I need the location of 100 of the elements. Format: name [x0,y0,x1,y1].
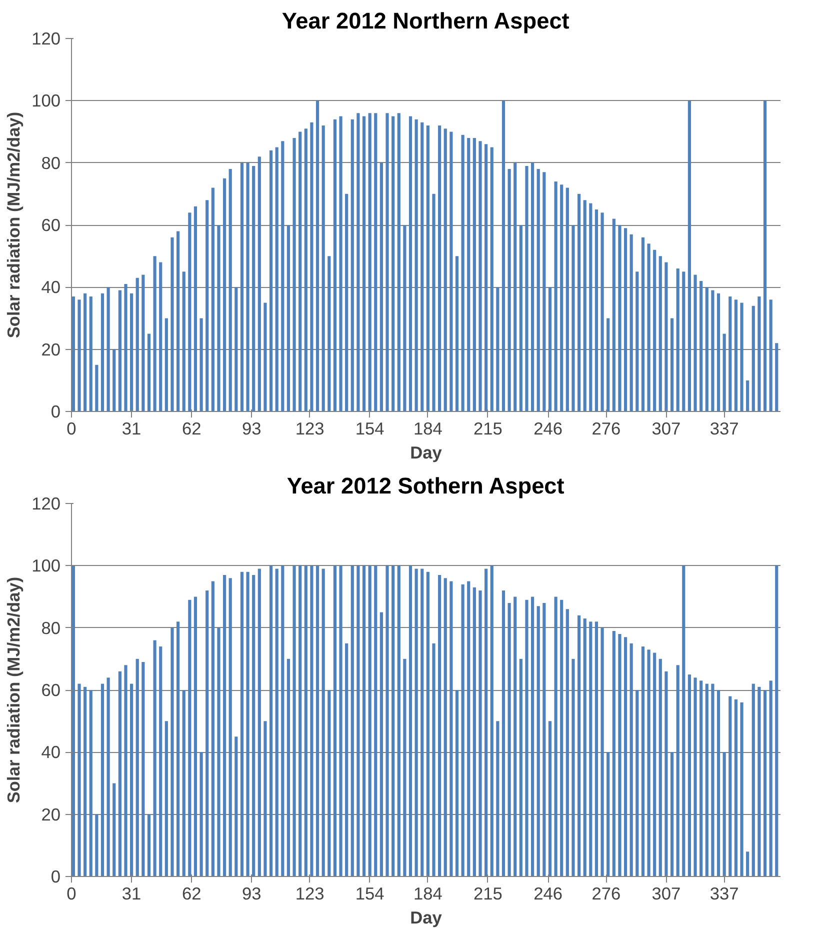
bar [322,568,325,876]
bar [252,574,256,876]
bar [264,302,267,412]
bar [612,630,616,876]
bar [636,272,639,412]
bar [455,690,459,876]
bar [478,590,482,876]
bar [618,225,622,412]
y-tick-label: 120 [32,494,61,514]
bar [502,590,506,876]
bar [112,783,116,876]
bar [397,566,400,876]
bar [775,343,778,412]
bar [217,628,220,876]
bar [222,178,226,412]
bar [304,128,308,412]
bar [519,658,522,876]
bar [292,566,296,876]
bar [345,194,348,412]
bar [560,600,564,876]
bar [572,658,575,876]
bar [269,150,273,412]
bar [763,690,767,876]
bar [258,568,261,876]
bar [269,566,273,876]
bar [170,628,174,876]
x-tick-label: 246 [534,418,563,438]
bar [228,169,232,412]
bar [286,658,290,876]
x-tick-label: 154 [355,884,385,904]
bar [455,256,459,412]
bar [752,684,755,876]
bar [275,147,278,412]
bar [310,122,314,412]
bar [664,262,668,412]
bar [264,721,267,876]
bar [292,138,296,412]
bar [758,686,761,876]
bar [728,296,732,412]
x-tick-label: 307 [652,884,681,904]
bar [408,116,412,412]
bar [600,628,604,876]
bar [112,349,116,412]
x-axis-title: Day [410,908,442,928]
bar [630,643,633,876]
bar [298,132,302,412]
bar [153,256,156,412]
bar [234,287,238,412]
bar [624,228,628,412]
bar [176,231,180,412]
x-tick-label: 215 [474,884,502,904]
bar [420,568,424,876]
bar [583,618,586,876]
bar [530,596,534,876]
bar [444,128,447,412]
bar [298,566,302,876]
bar [316,100,320,412]
bar [722,334,726,412]
y-tick-label: 0 [50,866,61,886]
bar [496,721,500,876]
bar [100,684,104,876]
bar [281,566,284,876]
bar [78,684,81,876]
bar [711,290,714,412]
x-axis-title: Day [410,442,442,462]
bar [676,665,680,876]
bar [705,684,708,876]
bar [577,615,581,876]
bar [740,302,744,412]
x-tick-label: 62 [182,884,202,904]
bar [688,100,692,412]
y-tick-label: 80 [41,152,61,173]
bar [775,566,778,876]
bar [525,166,528,412]
bar [333,119,337,412]
bar [758,296,761,412]
y-axis-title: Solar radiation (MJ/m2/day) [4,112,24,338]
bar [542,172,546,412]
bar [188,212,192,412]
bar [258,156,261,412]
bar [734,699,738,876]
bar [392,116,395,412]
bar [246,162,250,412]
bar [194,206,198,412]
bar [124,284,128,412]
bar [368,113,372,412]
bar [658,256,662,412]
bar [200,318,203,412]
bar [525,600,528,876]
bar [450,581,453,876]
bar [467,138,470,412]
bar [380,162,383,412]
bar [426,126,430,412]
bar [560,184,564,412]
bar [368,566,372,876]
bar [769,300,772,412]
bar [170,237,174,412]
bar [136,658,139,876]
bar [356,566,360,876]
bar [206,200,209,412]
